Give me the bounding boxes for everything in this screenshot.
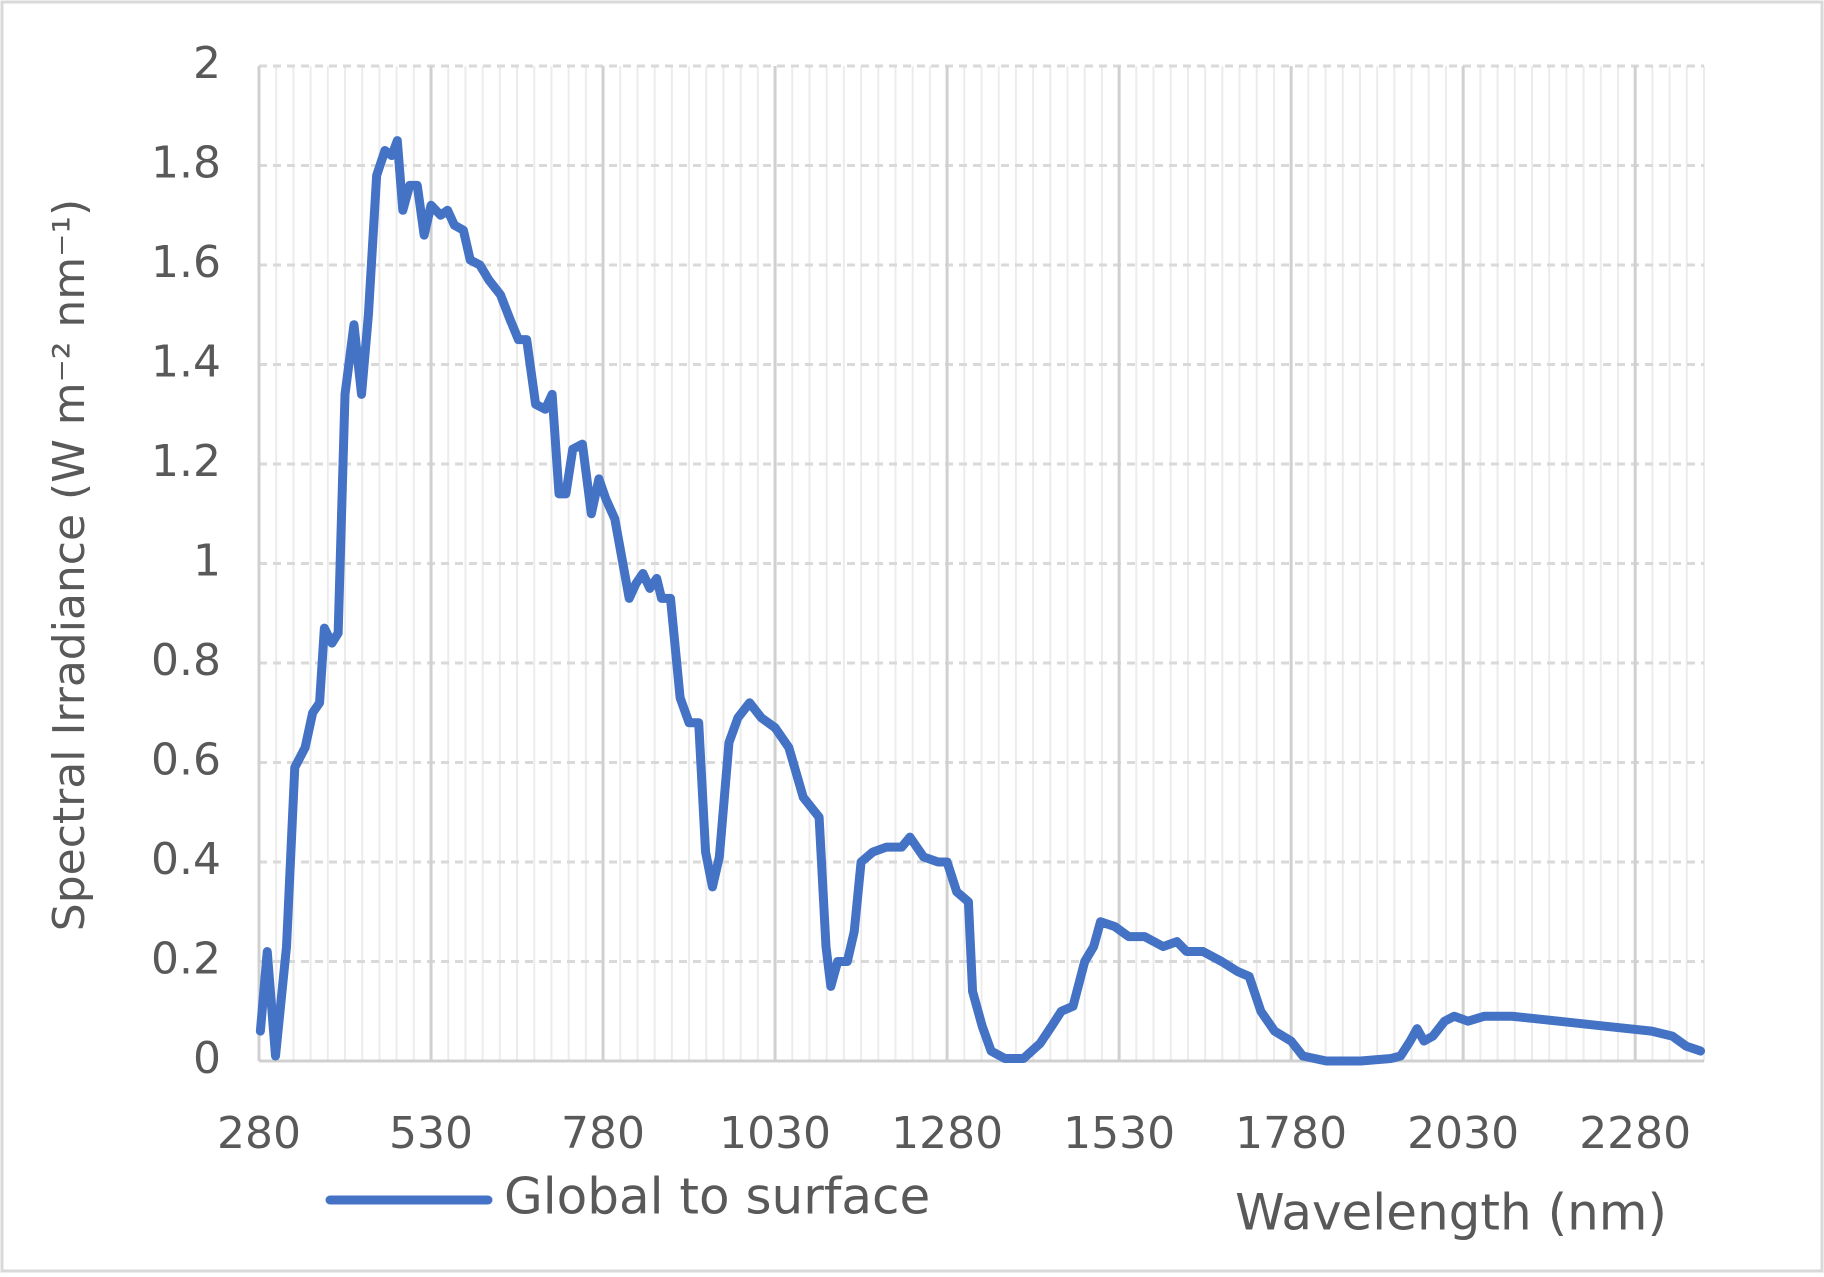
y-tick-label: 0.8 xyxy=(151,635,221,686)
y-tick-label: 0.2 xyxy=(151,934,221,985)
y-tick-label: 0 xyxy=(193,1033,221,1084)
x-tick-label: 1030 xyxy=(719,1108,831,1159)
y-tick-label: 2 xyxy=(193,38,221,89)
x-tick-label: 1780 xyxy=(1235,1108,1347,1159)
x-tick-label: 280 xyxy=(217,1108,301,1159)
data-line xyxy=(255,136,1706,1066)
y-tick-label: 1.2 xyxy=(151,436,221,487)
legend-label: Global to surface xyxy=(504,1168,930,1226)
y-tick-label: 1.4 xyxy=(151,337,221,388)
x-tick-label: 1530 xyxy=(1063,1108,1175,1159)
x-tick-label: 2030 xyxy=(1407,1108,1519,1159)
y-tick-label: 1 xyxy=(193,536,221,587)
y-axis-label: Spectral Irradiance (W m⁻² nm⁻¹) xyxy=(44,199,95,931)
x-axis-label: Wavelength (nm) xyxy=(1235,1184,1667,1242)
x-tick-label: 1280 xyxy=(891,1108,1003,1159)
y-tick-label: 0.6 xyxy=(151,735,221,786)
y-tick-label: 0.4 xyxy=(151,834,221,885)
x-tick-label: 530 xyxy=(389,1108,473,1159)
y-tick-label: 1.6 xyxy=(151,237,221,288)
x-tick-label: 2280 xyxy=(1579,1108,1691,1159)
y-tick-label: 1.8 xyxy=(151,138,221,189)
x-tick-label: 780 xyxy=(561,1108,645,1159)
